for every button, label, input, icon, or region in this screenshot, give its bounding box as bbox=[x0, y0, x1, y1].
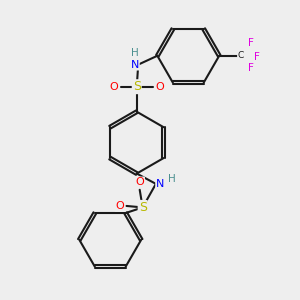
Text: S: S bbox=[133, 80, 141, 93]
Text: O: O bbox=[135, 177, 144, 188]
Text: F: F bbox=[248, 63, 254, 73]
Text: C: C bbox=[238, 51, 244, 60]
Text: H: H bbox=[168, 174, 176, 184]
Text: S: S bbox=[139, 201, 147, 214]
Text: O: O bbox=[116, 201, 124, 211]
Text: H: H bbox=[131, 48, 139, 58]
Text: O: O bbox=[110, 82, 118, 92]
Text: F: F bbox=[248, 38, 254, 48]
Text: N: N bbox=[130, 60, 139, 70]
Text: N: N bbox=[156, 179, 164, 189]
Text: F: F bbox=[254, 52, 260, 62]
Text: O: O bbox=[155, 82, 164, 92]
